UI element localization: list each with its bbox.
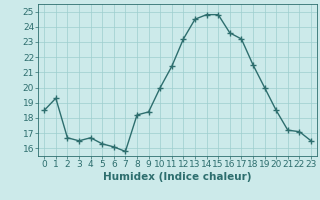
X-axis label: Humidex (Indice chaleur): Humidex (Indice chaleur): [103, 172, 252, 182]
